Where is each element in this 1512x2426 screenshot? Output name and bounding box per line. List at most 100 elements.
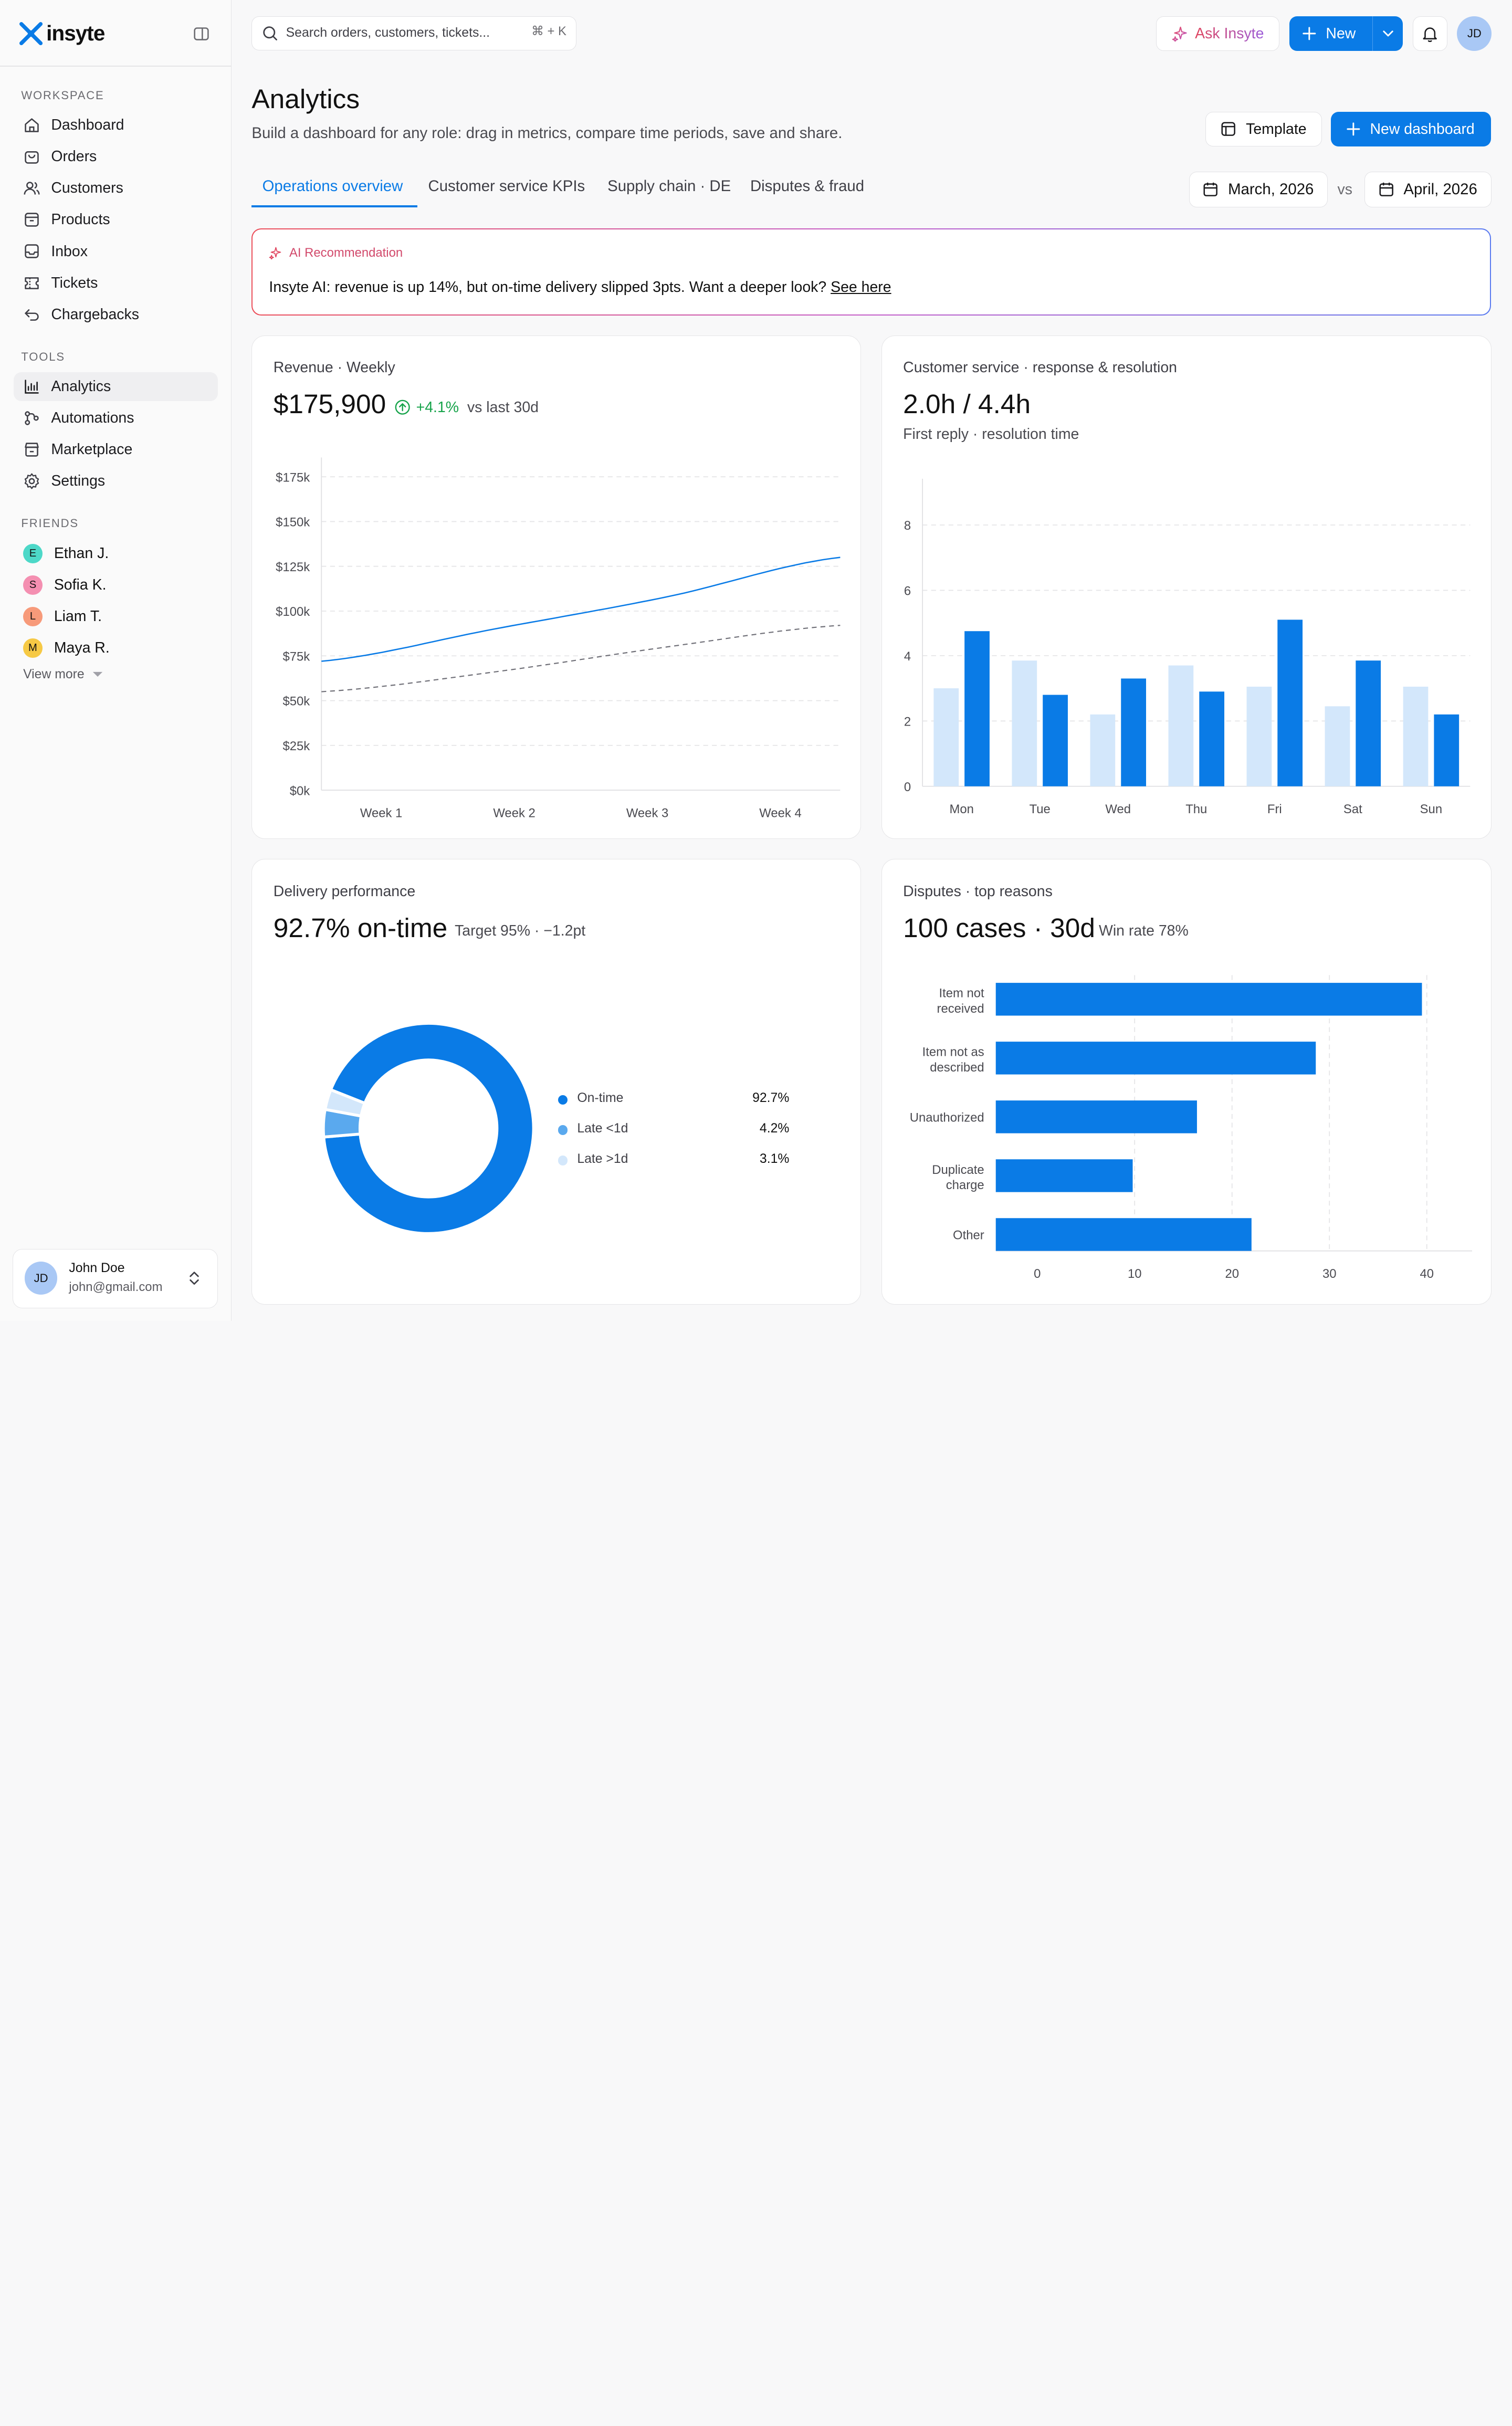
user-card[interactable]: JD John Doe john@gmail.com [12,1248,218,1309]
sidebar-item-label: Settings [51,472,106,490]
logo-icon [19,22,43,45]
new-dashboard-label: New dashboard [1370,120,1475,138]
bar-first-reply [1168,665,1193,786]
card-title: Customer service · response & resolution [903,359,1177,376]
sidebar-item-automations[interactable]: Automations [14,404,218,433]
sidebar-item-label: Analytics [51,378,111,395]
x-tick-label: Mon [949,802,973,816]
page-subtitle: Build a dashboard for any role: drag in … [251,124,843,142]
bell-icon [1423,27,1437,42]
sidebar-item-dashboard[interactable]: Dashboard [14,111,218,140]
tab-disputes-fraud[interactable]: Disputes & fraud [750,177,865,195]
y-tick-label: $50k [283,695,310,709]
gear-icon [23,472,40,490]
sidebar-item-label: Dashboard [51,117,124,134]
donut-slice-on-time [322,1022,536,1235]
sidebar-item-chargebacks[interactable]: Chargebacks [14,300,218,329]
legend-swatch [558,1095,568,1105]
friend-item[interactable]: S Sofia K. [23,575,106,595]
profile-avatar[interactable]: JD [1457,16,1492,51]
date-from-picker[interactable]: March, 2026 [1189,171,1328,207]
sidebar-item-label: Tickets [51,274,98,291]
app-name: insyte [46,21,105,46]
x-tick-label: Wed [1105,802,1131,816]
new-dropdown-toggle[interactable] [1373,30,1403,38]
friend-item[interactable]: E Ethan J. [23,543,109,563]
section-tools: TOOLS [21,350,65,363]
revenue-delta-value: +4.1% [416,398,459,416]
app-logo[interactable]: insyte [19,21,105,46]
new-button[interactable]: New [1289,25,1372,43]
sidebar-toggle-icon[interactable] [193,25,210,43]
ai-recommendation-label: AI Recommendation [289,246,403,260]
x-tick-label: 20 [1225,1267,1239,1282]
x-tick-label: Sat [1343,802,1362,816]
sidebar-item-settings[interactable]: Settings [14,467,218,496]
caret-down-icon [93,671,103,677]
tab-supply-chain-de[interactable]: Supply chain · DE [607,177,731,195]
search-placeholder: Search orders, customers, tickets... [286,26,490,40]
bar-resolution [1120,678,1146,786]
search-icon [263,26,277,40]
y-tick-label: $125k [276,560,310,574]
legend-label: On-time [577,1091,624,1106]
sidebar-item-marketplace[interactable]: Marketplace [14,435,218,464]
bar-resolution [1199,691,1224,786]
template-button[interactable]: Template [1205,112,1322,147]
date-to-picker[interactable]: April, 2026 [1364,171,1492,207]
delivery-donut-chart [322,1022,536,1235]
y-tick-label: $25k [283,739,310,753]
legend-item: On-time 92.7% [558,1090,789,1109]
friend-avatar: L [23,607,43,626]
donut-slice-late-1d [323,1088,367,1118]
y-category-label: Item not as [922,1045,984,1059]
ai-message: Insyte AI: revenue is up 14%, but on-tim… [269,278,831,296]
sidebar-item-inbox[interactable]: Inbox [14,237,218,266]
view-more-link[interactable]: View more [23,667,103,682]
y-tick-label: 0 [904,780,911,794]
response-bar-chart: 0 2 4 6 8 Mon Tue Wed Thu Fri Sat Sun [904,478,1471,816]
revenue-value: $175,900 [273,388,386,419]
tab-customer-service-kpis[interactable]: Customer service KPIs [428,177,585,195]
see-here-link[interactable]: See here [831,278,891,296]
sidebar-item-analytics[interactable]: Analytics [13,372,218,402]
notifications-button[interactable] [1412,16,1447,51]
sidebar-item-label: Customers [51,180,123,197]
bar-first-reply [1090,715,1115,786]
global-search[interactable]: Search orders, customers, tickets... ⌘ +… [251,16,577,50]
sidebar-item-tickets[interactable]: Tickets [14,269,218,298]
bar-first-reply [1325,706,1350,786]
legend-value: 3.1% [759,1151,790,1166]
section-workspace: WORKSPACE [21,88,104,102]
x-tick-label: 0 [1034,1267,1041,1282]
arrow-up-circle-icon [395,400,410,415]
sidebar-item-products[interactable]: Products [14,205,218,234]
delivery-value: 92.7% on-time [273,912,448,943]
sidebar-item-orders[interactable]: Orders [14,142,218,171]
ai-recommendation-text: Insyte AI: revenue is up 14%, but on-tim… [269,279,891,296]
revenue-compare: vs last 30d [467,398,539,416]
user-email: john@gmail.com [69,1280,163,1295]
new-label: New [1326,25,1356,42]
new-dashboard-button[interactable]: New dashboard [1330,112,1491,147]
new-split-button[interactable]: New [1289,16,1403,51]
legend-label: Late >1d [577,1151,628,1166]
sidebar-item-label: Chargebacks [51,306,139,323]
ask-insyte-label: Ask Insyte [1195,25,1264,42]
x-tick-label: Thu [1185,802,1207,816]
bar-resolution [1277,619,1303,786]
series-line-solid [321,556,841,662]
friend-item[interactable]: L Liam T. [23,607,102,626]
x-tick-label: Week 2 [494,806,536,821]
sidebar-item-customers[interactable]: Customers [14,174,218,203]
y-category-label: Unauthorized [910,1111,984,1125]
friend-item[interactable]: M Maya R. [23,638,110,658]
tab-operations-overview[interactable]: Operations overview [262,177,403,195]
friend-avatar: S [23,575,43,595]
template-label: Template [1246,120,1307,138]
friend-name: Sofia K. [54,576,107,593]
x-tick-label: 10 [1128,1267,1142,1282]
calendar-icon [1203,183,1218,197]
ask-insyte-button[interactable]: Ask Insyte [1156,16,1280,51]
x-tick-label: Sun [1420,802,1442,816]
